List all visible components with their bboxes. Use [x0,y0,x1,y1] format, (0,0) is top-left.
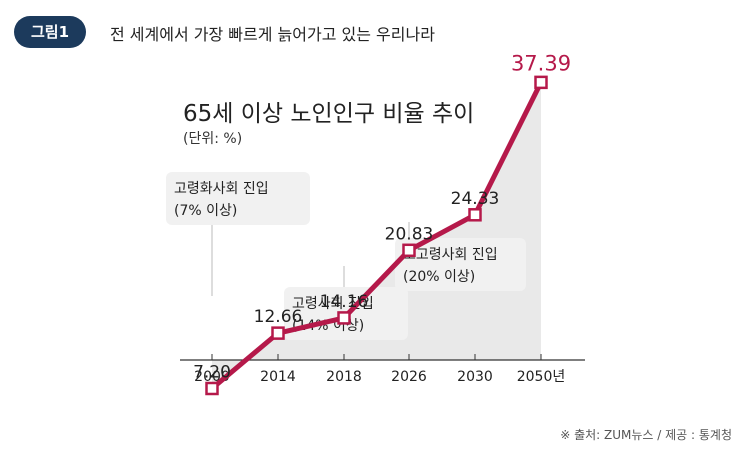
x-tick-label: 2018 [326,369,362,385]
data-point [468,208,482,222]
value-label: 20.83 [385,224,434,244]
data-point [271,326,285,340]
chart-subtitle: (단위: %) [183,131,242,147]
value-label: 12.66 [254,307,303,327]
annotation-threshold: (20% 이상) [403,269,475,285]
annotation-threshold: (7% 이상) [174,203,237,219]
x-tick-label: 2026 [391,369,427,385]
value-label: 14.16 [320,292,369,312]
annotation-box [395,238,526,291]
data-point [337,311,351,325]
data-point [534,75,548,90]
value-label: 37.39 [511,51,571,75]
chart-title: 65세 이상 노인인구 비율 추이 [183,101,474,127]
source-note: ※ 출처: ZUM뉴스 / 제공 : 통계청 [560,428,732,442]
headline: 전 세계에서 가장 빠르게 늙어가고 있는 우리나라 [110,25,435,44]
x-tick-label: 2050년 [517,369,566,385]
series-line [210,81,544,391]
data-point [205,381,219,396]
area-fill [212,82,541,389]
annotation-title: 초고령사회 진입 [403,247,498,263]
x-tick-label: 2030 [457,369,493,385]
figure-badge: 그림1 [14,16,87,48]
annotation-title: 고령화사회 진입 [174,181,269,197]
value-label: 7.20 [193,362,231,382]
x-tick-label: 2014 [260,369,296,385]
annotation-box [166,172,310,225]
data-point [402,243,416,258]
value-label: 24.33 [451,189,500,209]
